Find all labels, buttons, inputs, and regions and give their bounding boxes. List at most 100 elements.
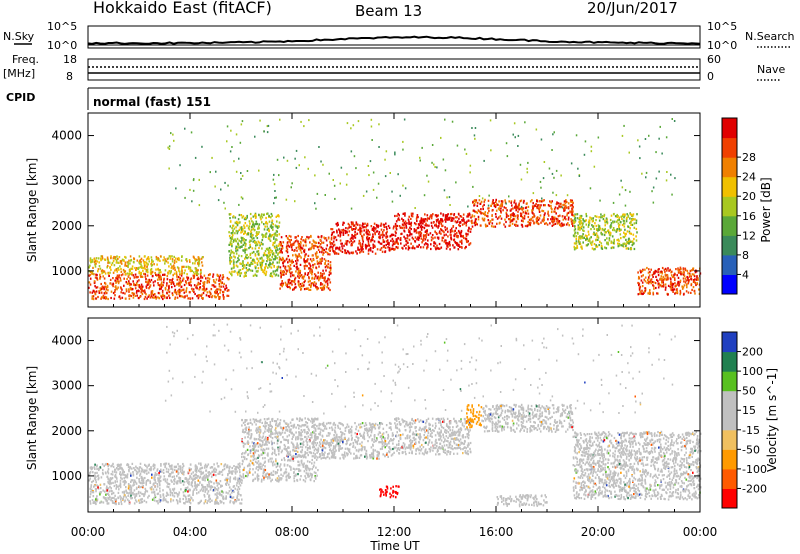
power-cell — [348, 224, 351, 227]
power-cell — [401, 226, 404, 230]
velocity-cell — [209, 497, 211, 500]
power-cell — [424, 238, 427, 241]
power-cell — [373, 222, 376, 225]
power-cell — [677, 281, 679, 285]
power-cell — [181, 295, 184, 298]
power-cell — [176, 258, 179, 261]
power-cell — [348, 230, 351, 233]
velocity-cell — [142, 486, 144, 489]
power-cell — [359, 251, 361, 254]
power-cell — [579, 214, 582, 218]
power-cell — [252, 227, 255, 230]
power-cell — [496, 222, 498, 225]
power-cell — [649, 271, 651, 274]
velocity-cell — [177, 467, 180, 471]
velocity-cell — [149, 481, 152, 484]
power-cell — [243, 238, 245, 241]
power-cell — [652, 281, 655, 284]
power-cell — [348, 241, 351, 244]
power-cell — [262, 234, 264, 237]
velocity-cell — [213, 463, 215, 466]
power-cell — [590, 218, 593, 221]
power-cell — [244, 264, 246, 267]
power-cell — [315, 266, 317, 269]
power-cell — [567, 211, 570, 214]
velocity-cell — [231, 496, 234, 499]
power-cell — [678, 284, 680, 287]
power-cell — [468, 243, 471, 246]
power-cell — [96, 277, 98, 280]
power-cell — [299, 285, 301, 289]
velocity-cell — [235, 465, 237, 469]
power-cell — [288, 270, 291, 273]
power-cell — [448, 216, 451, 219]
power-cell — [694, 281, 696, 284]
power-speckle — [513, 122, 516, 125]
power-cell — [550, 210, 553, 214]
power-cell — [169, 255, 172, 258]
power-cell — [600, 242, 603, 245]
velocity-cell — [218, 491, 221, 494]
power-cell — [262, 243, 264, 246]
power-cell — [148, 257, 150, 260]
power-cell — [506, 209, 508, 212]
power-cell — [94, 265, 97, 268]
power-cell — [417, 226, 420, 229]
power-speckle — [535, 128, 538, 131]
velocity-cell — [123, 480, 126, 483]
velocity-cell — [229, 480, 231, 483]
power-cell — [558, 205, 560, 208]
power-cell — [695, 283, 697, 287]
power-cell — [477, 215, 480, 218]
velocity-cell — [162, 497, 165, 500]
velocity-cell — [188, 483, 190, 486]
velocity-cell — [167, 501, 169, 504]
velocity-cell — [92, 479, 95, 483]
power-cell — [529, 200, 532, 203]
power-cell — [527, 215, 530, 219]
power-cell — [203, 287, 205, 290]
power-cell — [115, 287, 117, 290]
power-cell — [171, 260, 174, 263]
power-cell — [679, 291, 682, 294]
power-cell — [340, 242, 342, 245]
power-cell — [381, 250, 384, 253]
power-cell — [456, 220, 459, 223]
power-cell — [428, 224, 430, 227]
power-cell — [500, 210, 502, 213]
power-cell — [352, 241, 354, 244]
power-cell — [171, 277, 174, 280]
power-cell — [209, 273, 211, 276]
power-cell — [236, 271, 239, 274]
power-cell — [481, 217, 484, 220]
power-cell — [192, 262, 194, 265]
power-cell — [633, 226, 636, 229]
power-cell — [582, 236, 584, 240]
power-cell — [197, 264, 200, 267]
power-cell — [178, 258, 180, 262]
velocity-cell — [142, 484, 144, 488]
velocity-cell — [194, 473, 197, 476]
power-cell — [529, 221, 532, 224]
power-cell — [301, 247, 304, 250]
power-cell — [540, 204, 542, 207]
power-cell — [327, 237, 330, 240]
power-cell — [270, 226, 273, 230]
velocity-cell — [145, 479, 148, 483]
power-speckle — [314, 202, 316, 205]
power-cell — [250, 217, 252, 220]
power-cell — [314, 276, 316, 279]
velocity-cell — [126, 476, 129, 479]
power-speckle — [173, 139, 175, 142]
power-cell — [449, 233, 452, 236]
velocity-cell — [185, 487, 188, 490]
velocity-cell — [182, 471, 184, 474]
power-cell — [553, 220, 555, 223]
power-cell — [528, 218, 531, 221]
power-cell — [449, 244, 451, 247]
power-cell — [451, 217, 454, 220]
power-cell — [280, 236, 283, 239]
power-speckle — [624, 189, 627, 192]
power-cell — [166, 282, 168, 285]
